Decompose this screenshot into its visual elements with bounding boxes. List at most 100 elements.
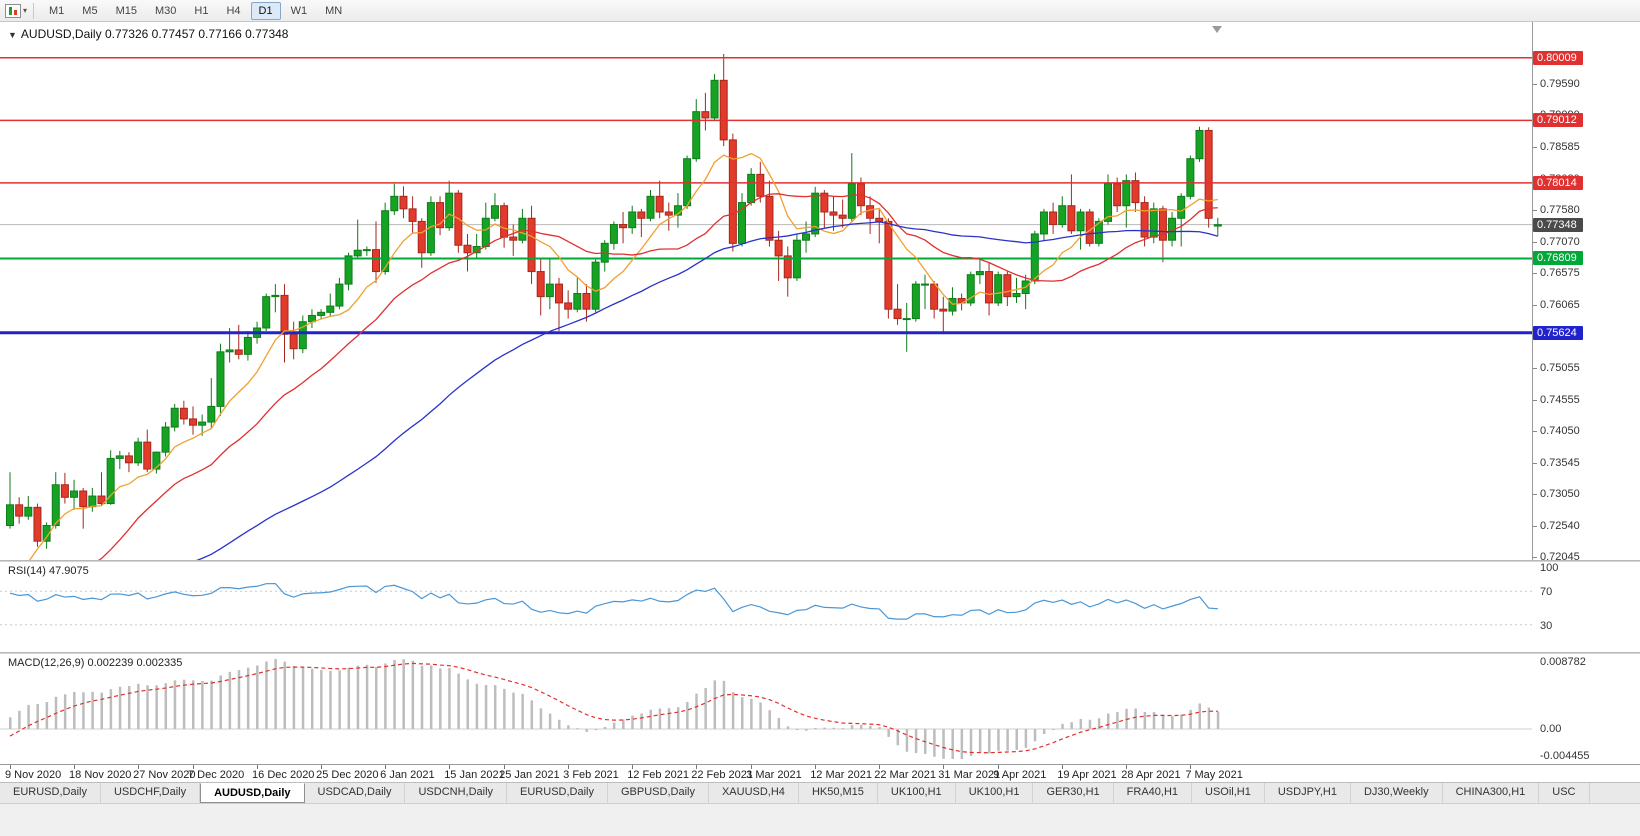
- price-tick-label: 0.72540: [1540, 520, 1580, 533]
- chart-tab-eurusd-daily[interactable]: EURUSD,Daily: [0, 783, 101, 803]
- time-tick-label: 9 Apr 2021: [993, 769, 1047, 781]
- panel-splitter-macd[interactable]: [0, 652, 1640, 654]
- time-tick-label: 7 May 2021: [1185, 769, 1243, 781]
- chart-tab-xauusd-h4[interactable]: XAUUSD,H4: [709, 783, 799, 803]
- chart-tab-bar: EURUSD,Daily USDCHF,Daily AUDUSD,Daily USDC…: [0, 782, 1640, 803]
- time-tick-mark: [696, 765, 698, 769]
- price-tick-label: 0.77070: [1540, 236, 1580, 249]
- icon-green-bar: [9, 6, 12, 15]
- scale-border: [1532, 22, 1533, 764]
- time-scale[interactable]: 9 Nov 2020 18 Nov 2020 27 Nov 2020 7 Dec 20…: [0, 764, 1640, 782]
- price-tick-label: 0.79590: [1540, 78, 1580, 91]
- bottom-strip: [0, 803, 1640, 836]
- toolbar: ▾ M1 M5 M15 M30 H1 H4 D1 W1 MN: [0, 0, 1640, 22]
- time-tick-label: 18 Nov 2020: [69, 769, 132, 781]
- price-tick-mark: [1533, 242, 1537, 244]
- macd-axis-label: -0.004455: [1540, 750, 1590, 762]
- chart-tab-usdcnh-daily[interactable]: USDCNH,Daily: [405, 783, 508, 803]
- time-tick-label: 22 Feb 2021: [691, 769, 754, 781]
- chart-tab-china300-h1[interactable]: CHINA300,H1: [1443, 783, 1540, 803]
- chart-tab-hk50-m15[interactable]: HK50,M15: [799, 783, 878, 803]
- timeframe-button-m30[interactable]: M30: [154, 4, 177, 17]
- chart-tab-usdcad-daily[interactable]: USDCAD,Daily: [305, 783, 406, 803]
- toolbar-separator: [33, 2, 35, 19]
- time-tick-label: 28 Apr 2021: [1121, 769, 1181, 781]
- time-tick-mark: [998, 765, 1000, 769]
- chart-title: ▼ AUDUSD,Daily 0.77326 0.77457 0.77166 0.…: [8, 27, 289, 41]
- chart-type-dropdown-caret-icon[interactable]: ▾: [23, 6, 28, 15]
- chart-symbol-period: AUDUSD,Daily: [20, 27, 102, 41]
- chart-tab-ger30-h1[interactable]: GER30,H1: [1033, 783, 1114, 803]
- chart-tab-fra40-h1[interactable]: FRA40,H1: [1114, 783, 1193, 803]
- chart-tab-eurusd-daily[interactable]: EURUSD,Daily: [507, 783, 608, 803]
- chart-menu-caret-icon[interactable]: ▼: [8, 30, 17, 40]
- rsi-scale[interactable]: 100 70 30: [1532, 562, 1640, 652]
- price-tick-label: 0.73545: [1540, 457, 1580, 470]
- time-tick-label: 3 Mar 2021: [746, 769, 802, 781]
- time-tick-mark: [385, 765, 387, 769]
- rsi-axis-label: 100: [1540, 562, 1559, 574]
- price-tag: 0.75624: [1533, 325, 1583, 340]
- price-chart-canvas[interactable]: [0, 22, 1532, 560]
- price-tag: 0.76809: [1533, 251, 1583, 266]
- rsi-label: RSI(14) 47.9075: [8, 565, 89, 577]
- price-tick-label: 0.76575: [1540, 267, 1580, 280]
- time-tick-label: 31 Mar 2021: [938, 769, 1001, 781]
- price-tag: 0.78014: [1533, 175, 1583, 190]
- time-tick-label: 25 Dec 2020: [316, 769, 379, 781]
- time-tick-mark: [1126, 765, 1128, 769]
- time-tick-label: 15 Jan 2021: [444, 769, 505, 781]
- timeframe-button-w1[interactable]: W1: [290, 4, 308, 17]
- macd-scale[interactable]: 0.008782 0.00 -0.004455: [1532, 654, 1640, 764]
- time-tick-mark: [568, 765, 570, 769]
- timeframe-button-m15[interactable]: M15: [115, 4, 137, 17]
- time-tick-mark: [138, 765, 140, 769]
- macd-value-signal: 0.002335: [136, 657, 183, 669]
- time-tick-mark: [632, 765, 634, 769]
- chart-tab-uk100-h1[interactable]: UK100,H1: [878, 783, 956, 803]
- macd-canvas[interactable]: [0, 654, 1532, 764]
- price-tick-mark: [1533, 368, 1537, 370]
- price-tag: 0.79012: [1533, 113, 1583, 128]
- chart-tab-usdjpy-h1[interactable]: USDJPY,H1: [1265, 783, 1351, 803]
- price-tick-label: 0.74555: [1540, 393, 1580, 406]
- chart-shift-marker-icon[interactable]: [1212, 26, 1222, 33]
- price-tick-label: 0.77580: [1540, 204, 1580, 217]
- price-tag: 0.80009: [1533, 50, 1583, 65]
- chart-tab-dj30-weekly[interactable]: DJ30,Weekly: [1351, 783, 1443, 803]
- time-tick-mark: [943, 765, 945, 769]
- price-tick-mark: [1533, 431, 1537, 433]
- timeframe-button-h1[interactable]: H1: [194, 4, 209, 17]
- time-tick-mark: [879, 765, 881, 769]
- chart-tab-uk100-h1[interactable]: UK100,H1: [956, 783, 1034, 803]
- macd-value-main: 0.002239: [87, 657, 134, 669]
- timeframe-button-m5[interactable]: M5: [82, 4, 98, 17]
- rsi-value: 47.9075: [48, 565, 89, 577]
- macd-panel: MACD(12,26,9) 0.002239 0.002335: [0, 654, 1532, 764]
- timeframe-button-group: M1 M5 M15 M30 H1 H4 D1 W1 MN: [40, 1, 351, 20]
- price-tick-mark: [1533, 273, 1537, 275]
- time-tick-label: 19 Apr 2021: [1057, 769, 1117, 781]
- price-scale[interactable]: 0.795900.790900.785850.780800.775800.770…: [1532, 22, 1640, 563]
- timeframe-button-d1[interactable]: D1: [250, 1, 281, 20]
- timeframe-button-m1[interactable]: M1: [49, 4, 65, 17]
- rsi-canvas[interactable]: [0, 562, 1532, 652]
- chart-tab-usdchf-daily[interactable]: USDCHF,Daily: [101, 783, 201, 803]
- timeframe-button-h4[interactable]: H4: [226, 4, 241, 17]
- price-tick-mark: [1533, 463, 1537, 465]
- chart-type-icon[interactable]: [5, 3, 21, 18]
- time-tick-label: 3 Feb 2021: [563, 769, 619, 781]
- chart-tab-audusd-daily[interactable]: AUDUSD,Daily: [200, 783, 305, 803]
- timeframe-button-mn[interactable]: MN: [325, 4, 343, 17]
- rsi-axis-label: 30: [1540, 619, 1553, 632]
- chart-tab-gbpusd-daily[interactable]: GBPUSD,Daily: [608, 783, 709, 803]
- time-tick-mark: [74, 765, 76, 769]
- time-tick-label: 16 Dec 2020: [252, 769, 315, 781]
- macd-label: MACD(12,26,9) 0.002239 0.002335: [8, 657, 183, 669]
- price-tick-label: 0.78585: [1540, 141, 1580, 154]
- time-tick-mark: [751, 765, 753, 769]
- panel-splitter-rsi[interactable]: [0, 560, 1640, 562]
- chart-tab-usoil-h1[interactable]: USOil,H1: [1192, 783, 1265, 803]
- chart-tab-usc[interactable]: USC: [1539, 783, 1590, 803]
- time-tick-mark: [257, 765, 259, 769]
